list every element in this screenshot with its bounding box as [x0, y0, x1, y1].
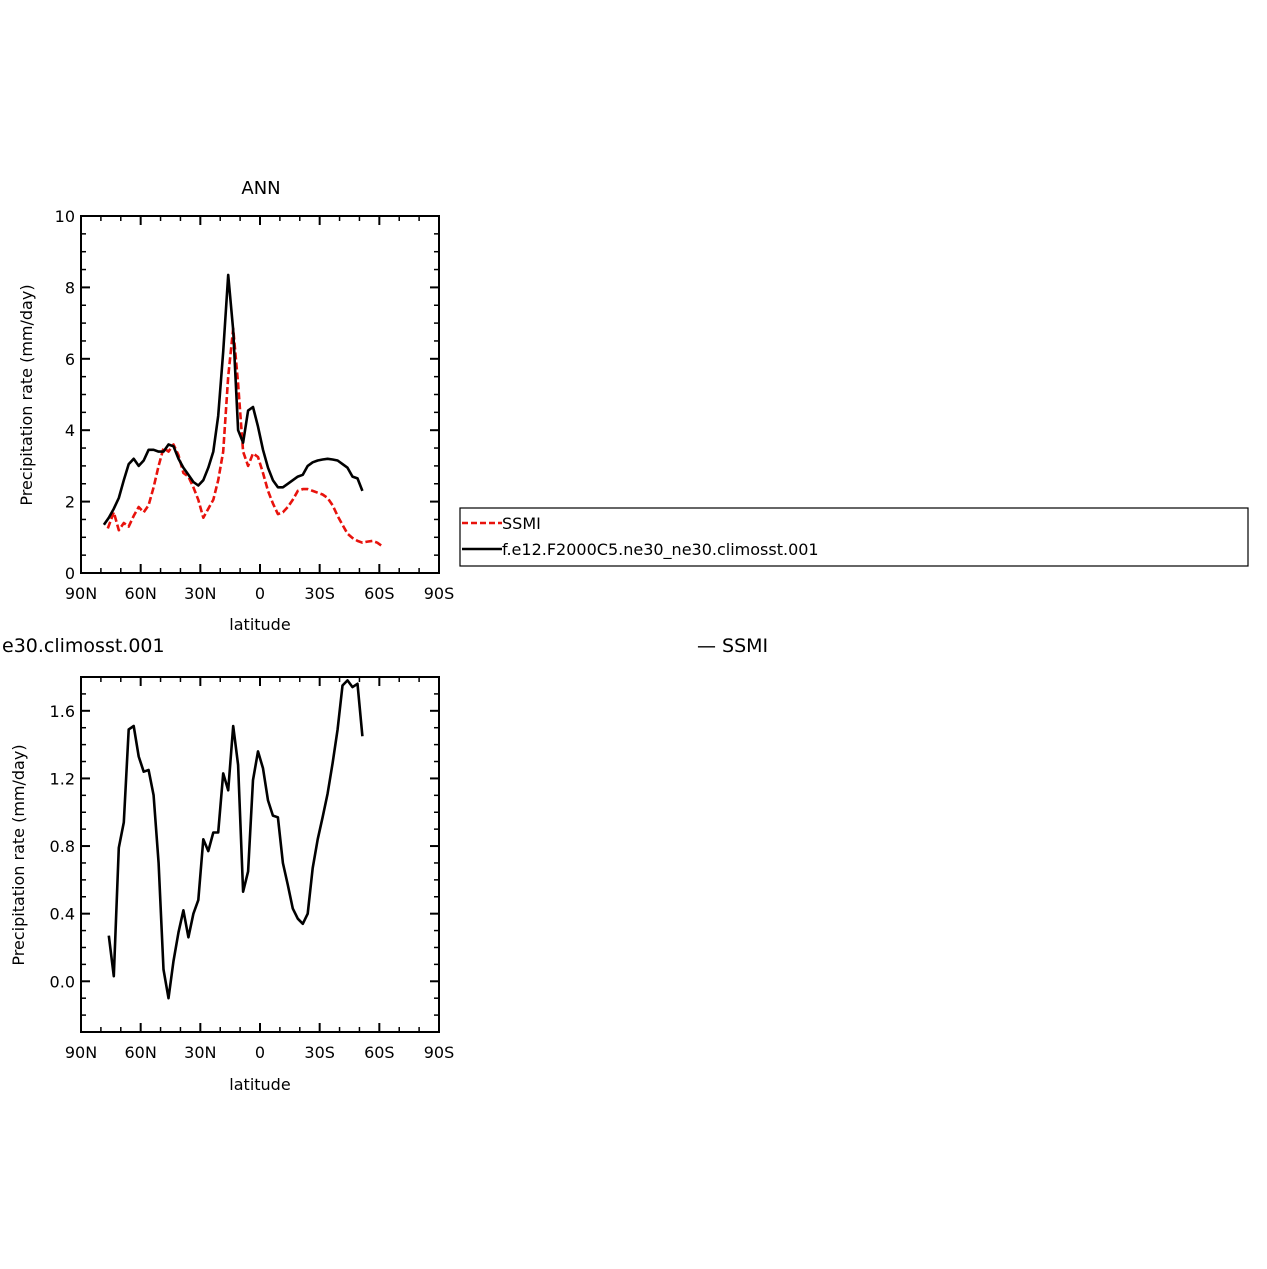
legend-label-model: f.e12.F2000C5.ne30_ne30.climosst.001 — [502, 540, 819, 560]
y-tick-label: 1.2 — [50, 769, 75, 788]
x-tick-label: 30N — [184, 1043, 216, 1062]
series-group — [102, 273, 384, 548]
x-axis-label: latitude — [229, 1075, 290, 1094]
x-axis-label: latitude — [229, 615, 290, 634]
x-tick-label: 30S — [304, 1043, 335, 1062]
x-tick-label: 60S — [364, 584, 395, 603]
y-tick-label: 1.6 — [50, 702, 75, 721]
x-tick-label: 30S — [304, 584, 335, 603]
y-tick-label: 10 — [55, 207, 75, 226]
plot-frame — [80, 215, 440, 574]
y-tick-label: 0 — [65, 564, 75, 583]
y-tick-label: 0.0 — [50, 972, 75, 991]
axis-ticks: 90N 60N 30N 0 30S 60S 90S 0.0 0.4 0.8 1.2 1.6 — [50, 676, 455, 1062]
x-tick-label: 90S — [424, 1043, 455, 1062]
x-tick-label: 90N — [65, 584, 97, 603]
x-tick-label: 0 — [255, 584, 265, 603]
x-tick-label: 0 — [255, 1043, 265, 1062]
y-tick-label: 8 — [65, 278, 75, 297]
y-tick-label: 0.8 — [50, 837, 75, 856]
x-tick-label: 30N — [184, 584, 216, 603]
series-line-0 — [106, 327, 384, 548]
x-tick-label: 60N — [125, 584, 157, 603]
panel-difference: e30.climosst.001 — SSMI 90N 60N 30N 0 30S 60S… — [2, 635, 768, 1094]
x-tick-label: 90S — [424, 584, 455, 603]
legend-box — [459, 507, 1249, 567]
y-tick-label: 0.4 — [50, 905, 75, 924]
chart-title-right: — SSMI — [697, 635, 768, 657]
legend: SSMI f.e12.F2000C5.ne30_ne30.climosst.00… — [459, 507, 1249, 567]
x-tick-label: 90N — [65, 1043, 97, 1062]
legend-label-ssmi: SSMI — [502, 514, 541, 533]
y-tick-label: 2 — [65, 493, 75, 512]
series-group — [107, 679, 364, 1000]
series-line-0 — [107, 679, 364, 1000]
y-tick-label: 6 — [65, 350, 75, 369]
axis-ticks: 90N 60N 30N 0 30S 60S 90S 0 2 4 6 8 10 — [55, 207, 455, 603]
y-axis-label: Precipitation rate (mm/day) — [17, 284, 36, 505]
chart-title: ANN — [241, 178, 280, 199]
y-tick-label: 4 — [65, 421, 75, 440]
y-axis-label: Precipitation rate (mm/day) — [9, 744, 28, 965]
series-line-1 — [102, 273, 364, 526]
x-tick-label: 60N — [125, 1043, 157, 1062]
chart-title-left: e30.climosst.001 — [2, 635, 165, 657]
x-tick-label: 60S — [364, 1043, 395, 1062]
